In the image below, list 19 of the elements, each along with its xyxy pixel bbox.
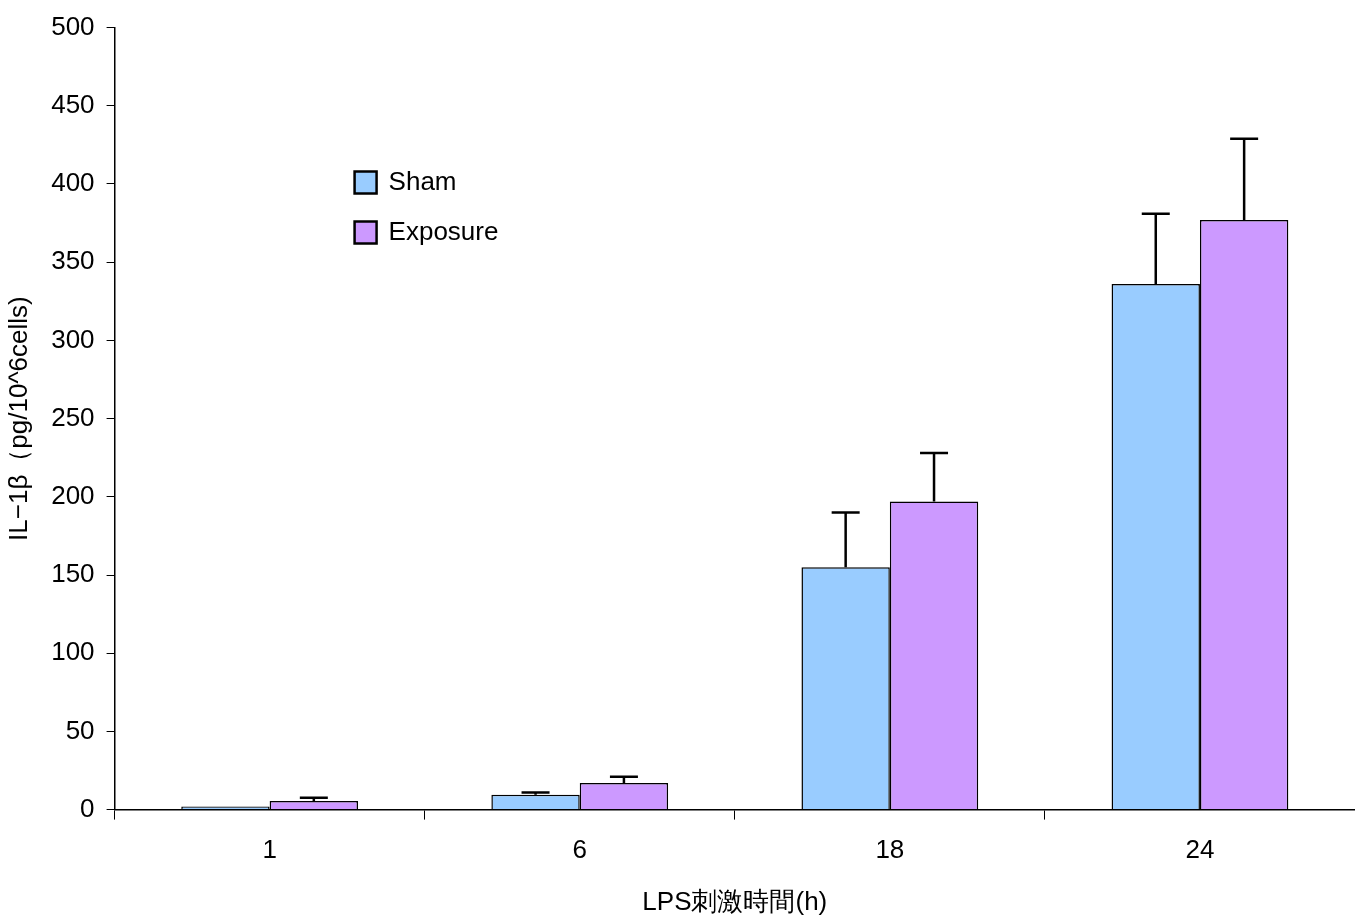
y-tick-label: 500 xyxy=(51,10,95,41)
x-tick-label: 6 xyxy=(572,834,587,865)
x-tick-label: 18 xyxy=(875,834,905,865)
x-tick-label: 24 xyxy=(1185,834,1215,865)
y-tick-label: 100 xyxy=(51,636,95,667)
y-tick-label: 450 xyxy=(51,88,95,119)
legend-label: Exposure xyxy=(388,215,499,246)
x-axis-title: LPS刺激時間(h) xyxy=(642,885,828,916)
y-tick-label: 300 xyxy=(51,323,95,354)
y-tick-label: 400 xyxy=(51,167,95,198)
y-tick-label: 0 xyxy=(80,792,95,823)
y-tick-label: 250 xyxy=(51,401,95,432)
legend-label: Sham xyxy=(388,165,457,196)
y-tick-label: 350 xyxy=(51,245,95,276)
y-tick-label: 150 xyxy=(51,558,95,589)
y-axis-title: IL−1β（pg/10^6cells) xyxy=(2,296,33,541)
x-tick-label: 1 xyxy=(262,834,277,865)
y-tick-label: 200 xyxy=(51,479,95,510)
y-tick-label: 50 xyxy=(65,714,95,745)
